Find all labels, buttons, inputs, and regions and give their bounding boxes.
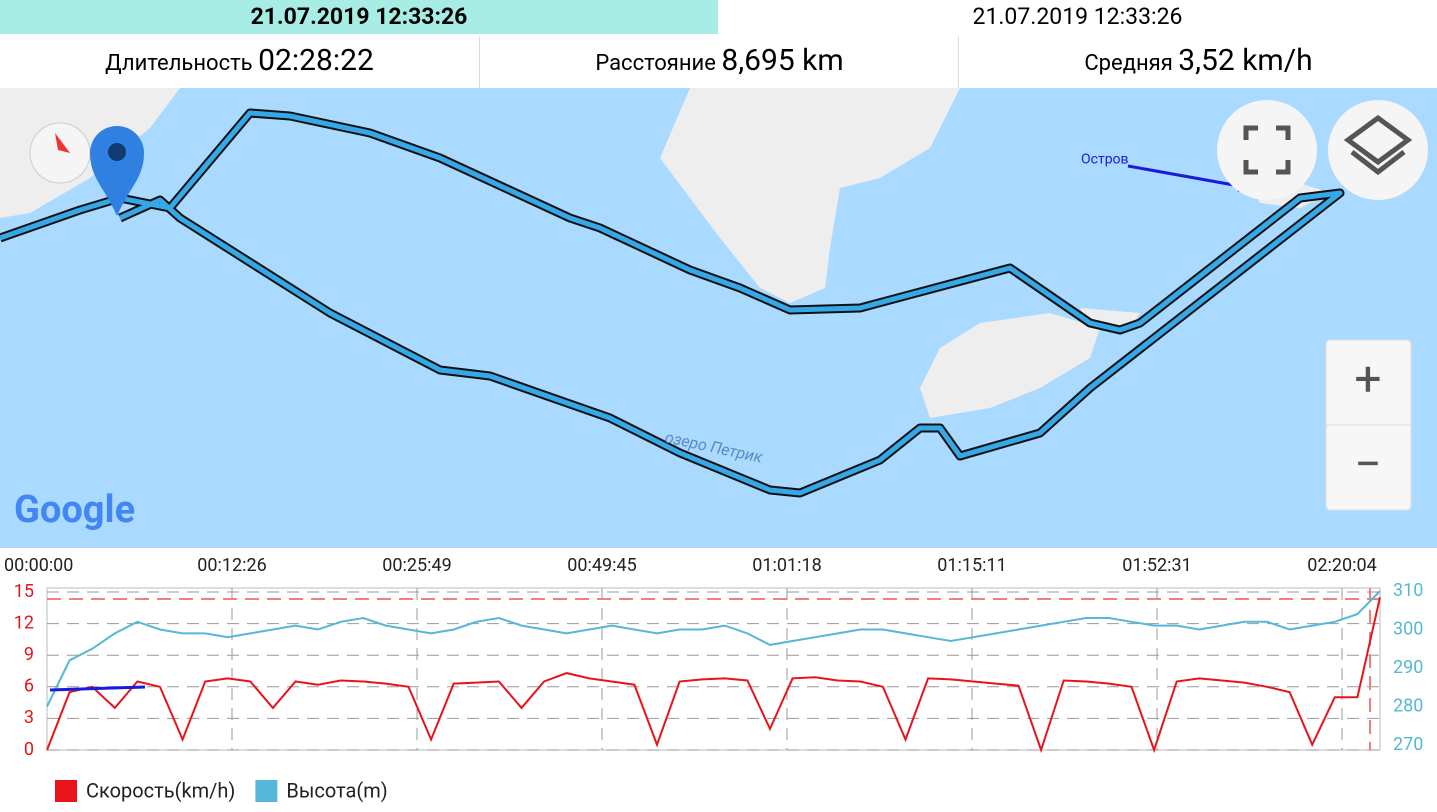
- marker[interactable]: [90, 126, 144, 216]
- marker-dot: [108, 143, 126, 161]
- google-logo: Google: [14, 488, 135, 532]
- annotation-arrow: [1127, 164, 1246, 189]
- land: [920, 313, 1100, 418]
- map: озеро Петрик Остров Google + −: [0, 88, 1437, 548]
- y2-tick-label: 280: [1393, 695, 1423, 716]
- average-stat: Средняя 3,52 km/h: [958, 36, 1437, 88]
- value: 3,52 km/h: [1178, 43, 1313, 78]
- zoom-out[interactable]: −: [1354, 436, 1381, 493]
- fullscreen-icon: [1243, 125, 1291, 175]
- distance-stat: Расстояние 8,695 km: [479, 36, 959, 88]
- label: Длительность: [105, 51, 253, 76]
- route: [0, 110, 1343, 496]
- x-tick-label: 00:12:26: [197, 555, 266, 576]
- label: Расстояние: [595, 51, 716, 76]
- x-tick-label: 01:52:31: [1122, 555, 1191, 576]
- compass[interactable]: [29, 122, 91, 184]
- zoom-in[interactable]: +: [1354, 351, 1381, 408]
- y2-tick-label: 290: [1393, 657, 1423, 678]
- x-tick-label: 00:25:49: [382, 555, 451, 576]
- label: Средняя: [1084, 51, 1173, 76]
- layers-button[interactable]: [1328, 100, 1428, 200]
- y-tick-label: 12: [14, 612, 34, 633]
- y2-tick-label: 310: [1393, 580, 1423, 601]
- x-tick-label: 01:01:18: [752, 555, 821, 576]
- layers-icon: [1343, 114, 1413, 176]
- duration-stat: Длительность 02:28:22: [0, 36, 479, 88]
- annotation-arrow: [49, 685, 146, 692]
- y2-tick-label: 270: [1393, 734, 1423, 755]
- fullscreen-button[interactable]: [1217, 100, 1317, 200]
- legend-label: Высота(m): [286, 778, 387, 802]
- land: [660, 88, 960, 303]
- series-line: [46, 597, 1381, 754]
- y-tick-label: 15: [14, 581, 34, 602]
- y2-tick-label: 300: [1393, 618, 1423, 639]
- value: 02:28:22: [258, 43, 374, 78]
- plot-frame: [46, 587, 1381, 751]
- y-tick-label: 3: [24, 707, 34, 728]
- x-tick-label: 00:49:45: [567, 555, 636, 576]
- x-tick-label: 02:20:04: [1307, 555, 1376, 576]
- value: 8,695 km: [721, 43, 844, 78]
- y-tick-label: 0: [24, 739, 34, 760]
- x-tick-label: 00:00:00: [4, 555, 73, 576]
- y-tick-label: 9: [24, 644, 34, 665]
- series-line: [46, 590, 1381, 707]
- x-tick-label: 01:15:11: [937, 555, 1006, 576]
- legend-swatch: [55, 780, 77, 802]
- end-time: 21.07.2019 12:33:26: [972, 3, 1183, 30]
- y-tick-label: 6: [24, 676, 34, 697]
- legend-swatch: [255, 780, 278, 802]
- start-time: 21.07.2019 12:33:26: [0, 0, 718, 34]
- compass-needle: [55, 133, 70, 153]
- legend-label: Скорость(km/h): [86, 778, 235, 802]
- annotation: Остров: [1081, 152, 1129, 168]
- chart: 00:00:00 00:12:26 00:25:49 00:49:45 01:01:18…: [4, 555, 1423, 803]
